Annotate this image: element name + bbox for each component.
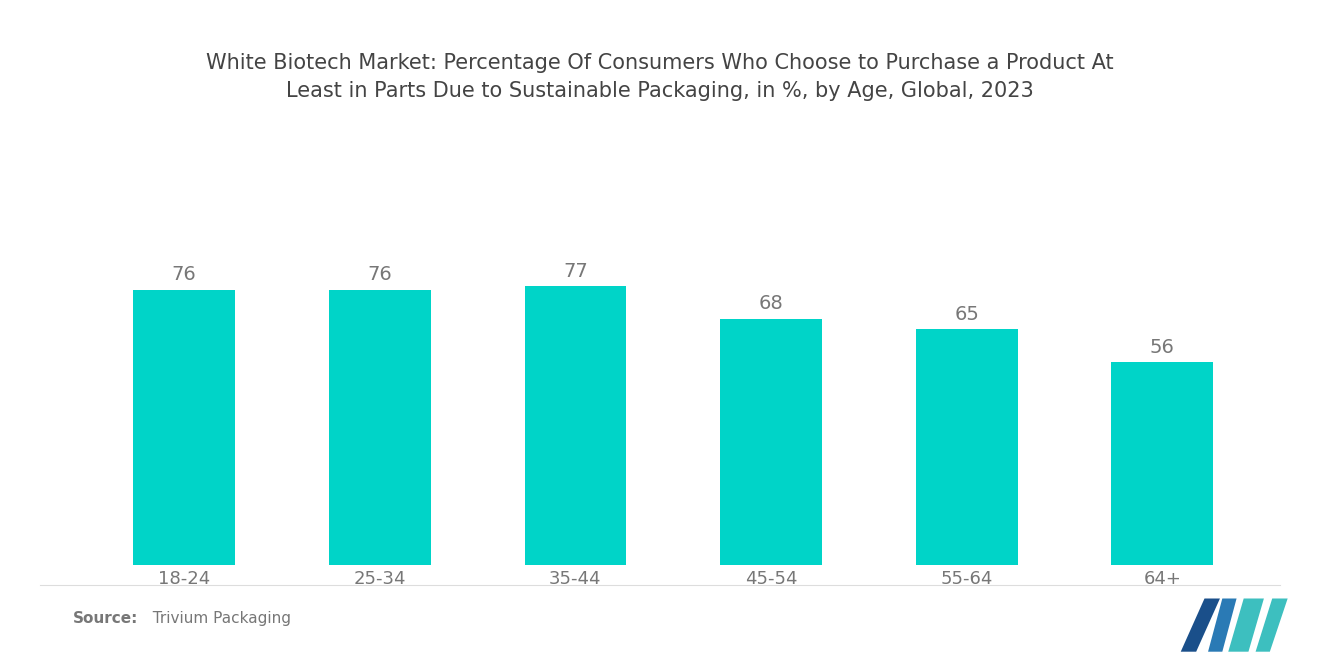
Bar (133, 289, 235, 565)
Text: 56: 56 (1150, 338, 1175, 356)
Polygon shape (1180, 598, 1220, 652)
Polygon shape (1228, 598, 1263, 652)
Polygon shape (1208, 598, 1237, 652)
Text: 68: 68 (759, 294, 783, 313)
Text: 76: 76 (367, 265, 392, 284)
Bar (1111, 362, 1213, 565)
Text: White Biotech Market: Percentage Of Consumers Who Choose to Purchase a Product A: White Biotech Market: Percentage Of Cons… (206, 53, 1114, 101)
Bar (916, 329, 1018, 565)
Polygon shape (1255, 598, 1287, 652)
Text: 76: 76 (172, 265, 197, 284)
Bar (329, 289, 430, 565)
Bar (524, 286, 626, 565)
Text: Trivium Packaging: Trivium Packaging (143, 611, 290, 626)
Text: 77: 77 (564, 261, 587, 281)
Bar (721, 319, 822, 565)
Text: 65: 65 (954, 305, 979, 324)
Text: Source:: Source: (73, 611, 139, 626)
